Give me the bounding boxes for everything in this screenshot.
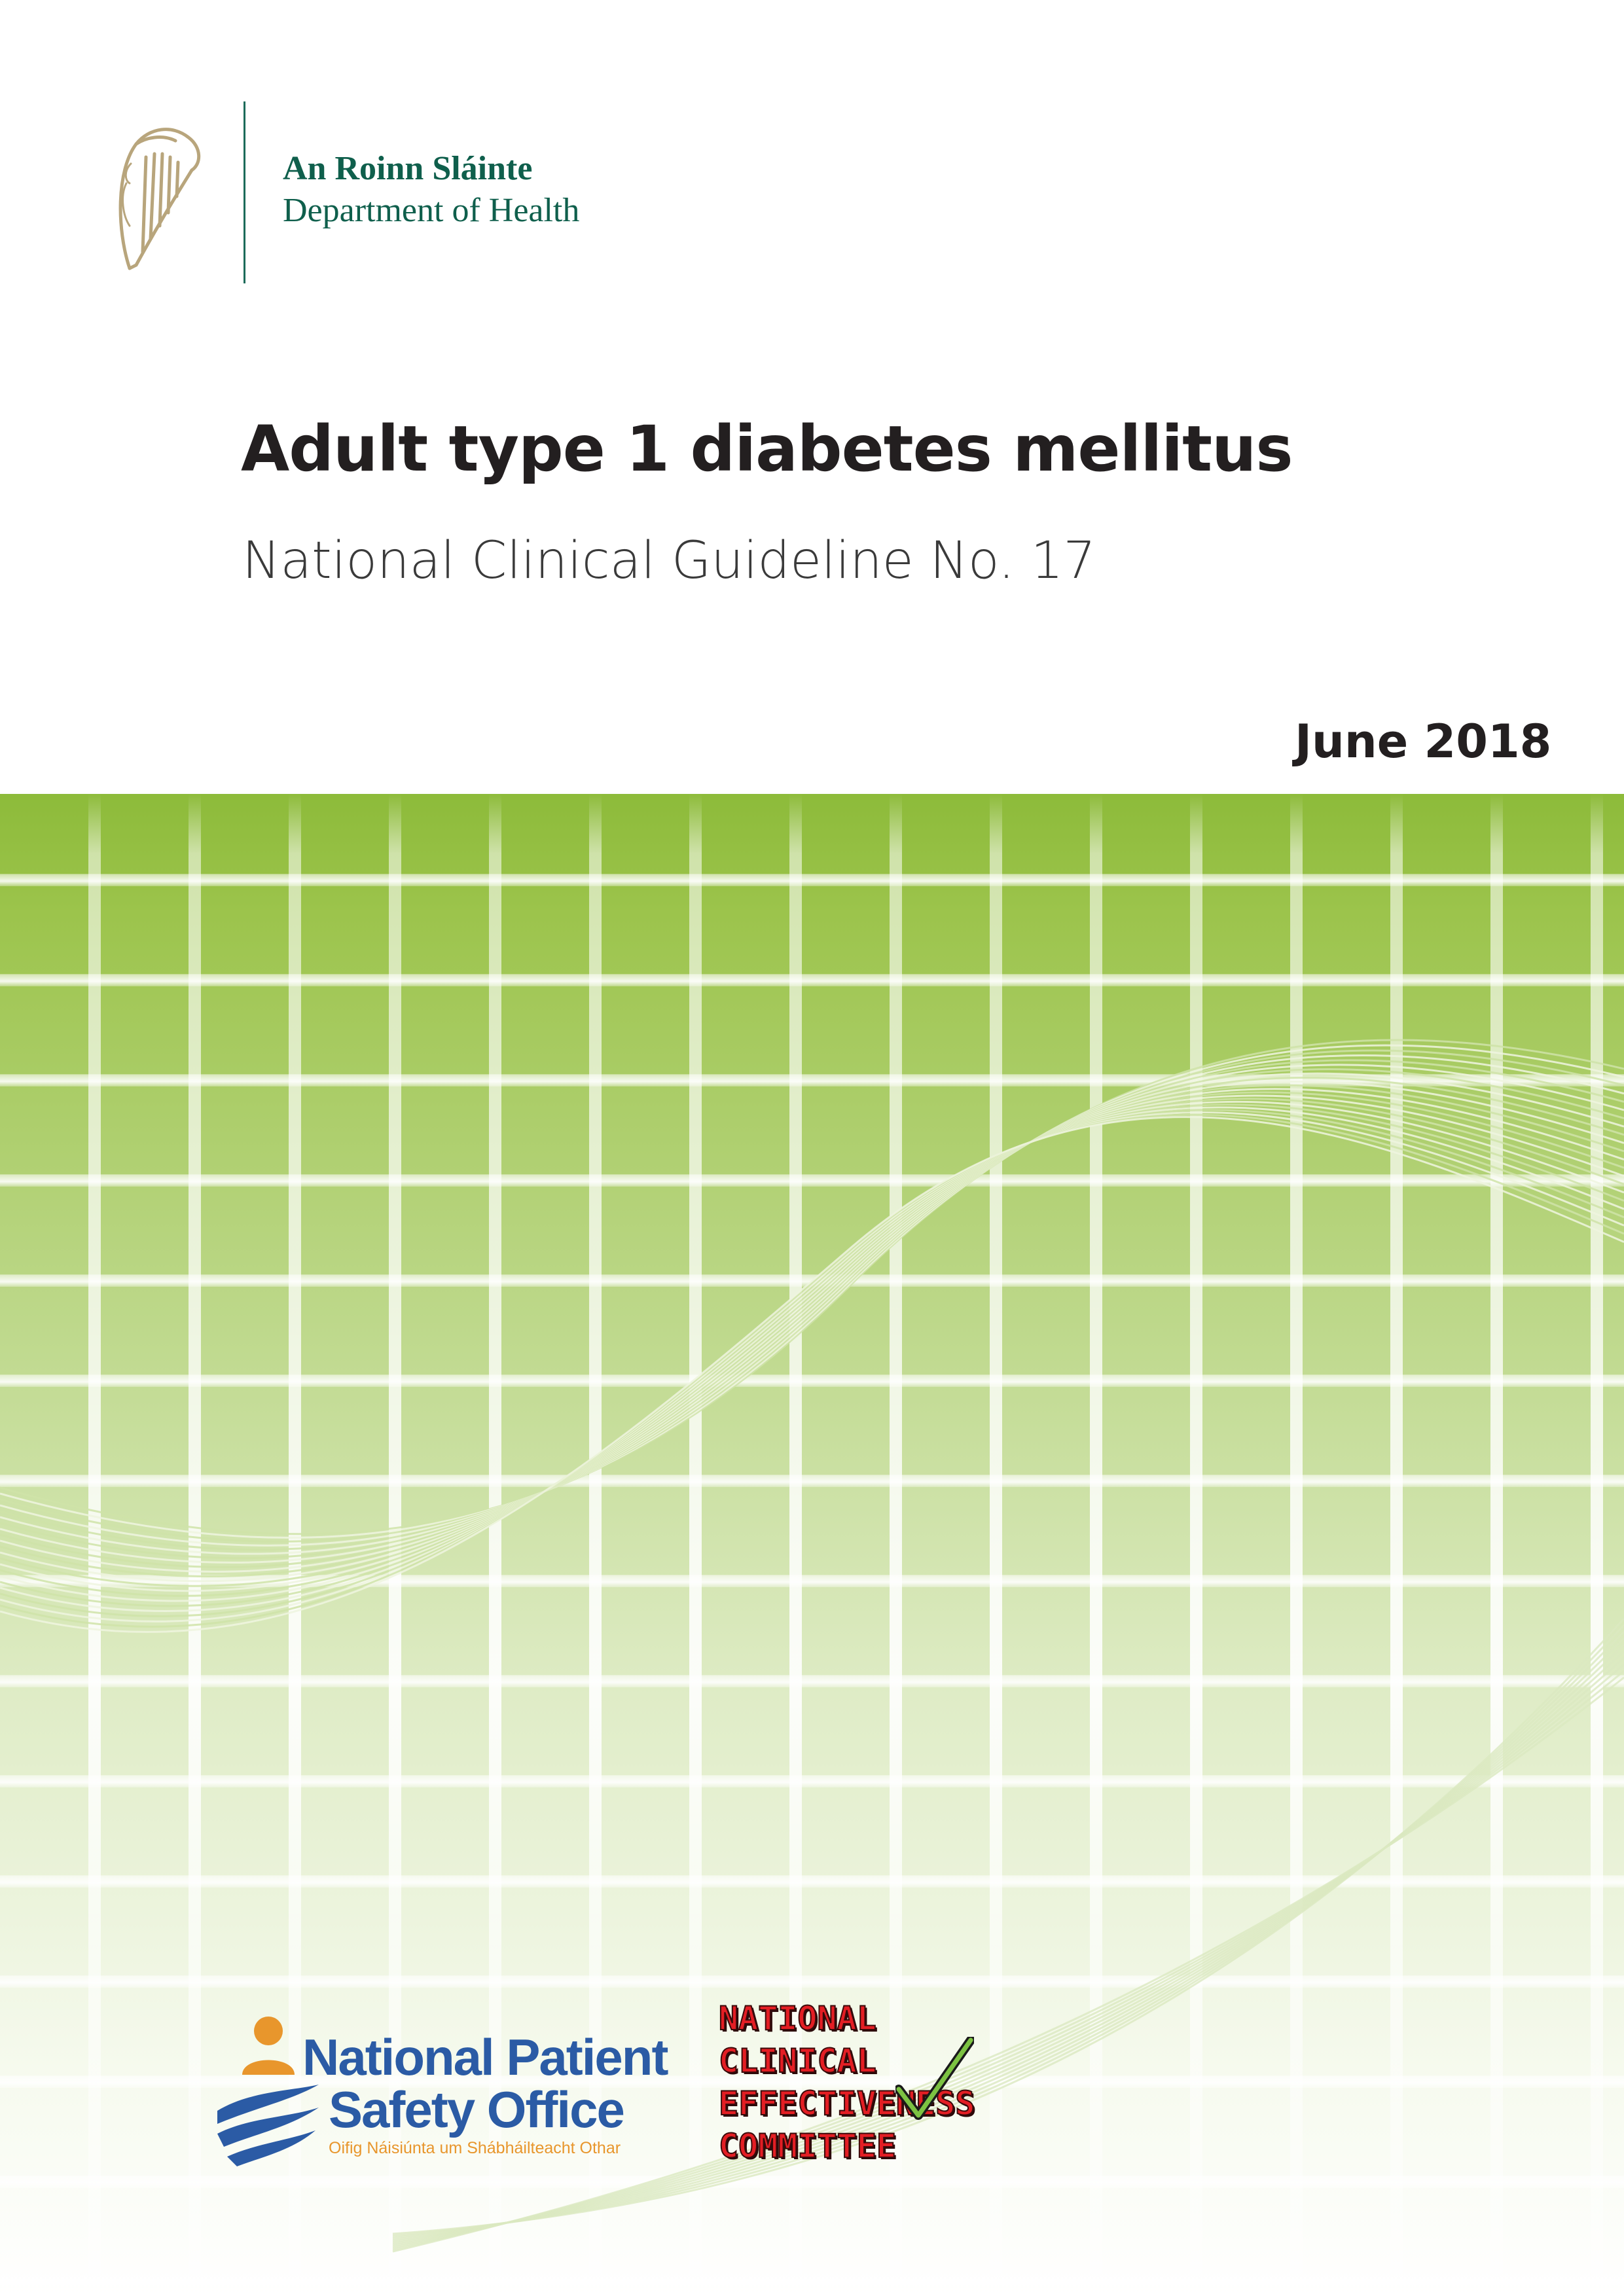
wave-line [0, 1091, 1624, 1587]
header-divider [244, 101, 245, 283]
irish-harp-icon [118, 128, 201, 270]
grid-row-line [0, 1975, 1624, 1988]
grid-row-line [0, 1875, 1624, 1888]
wave-line [0, 1044, 1624, 1539]
grid-column-line [689, 794, 702, 2296]
wave-line [0, 1049, 1624, 1543]
wave-line [0, 1064, 1624, 1555]
wave-line [0, 1106, 1624, 1613]
department-name-irish: An Roinn Sláinte [283, 150, 533, 187]
wave-line [392, 1637, 1624, 2241]
grid-row-line [0, 1374, 1624, 1387]
grid-row-line [0, 2276, 1624, 2288]
grid-row-line [0, 2075, 1624, 2088]
grid-column-line [890, 794, 902, 2296]
npso-person-icon [217, 2017, 319, 2166]
wave-line [0, 1098, 1624, 1597]
grid-row-line [0, 1174, 1624, 1187]
wave-line [392, 1617, 1624, 2235]
grid-column-line [789, 794, 802, 2296]
wave-line [0, 1103, 1624, 1607]
npso-name-line2: Safety Office [329, 2081, 625, 2138]
grid-column-line [589, 794, 602, 2296]
document-title: Adult type 1 diabetes mellitus [241, 412, 1293, 486]
grid-row-line [0, 1675, 1624, 1687]
wave-line [0, 1054, 1624, 1547]
wave-line [0, 1059, 1624, 1551]
grid-row-line [0, 2176, 1624, 2188]
department-name-english: Department of Health [283, 192, 580, 229]
document-subtitle: National Clinical Guideline No. 17 [242, 531, 1096, 590]
wave-line [0, 1088, 1624, 1583]
grid-column-line [1090, 794, 1102, 2296]
grid-column-line [489, 794, 501, 2296]
grid-column-line [1290, 794, 1303, 2296]
wave-line [0, 1113, 1624, 1628]
grid-column-line [1190, 794, 1202, 2296]
ncec-line2: CLINICAL [718, 2041, 877, 2081]
grid-row-line [0, 874, 1624, 886]
grid-column-line [1390, 794, 1403, 2296]
wave-line [392, 1676, 1624, 2253]
publication-date: June 2018 [1295, 715, 1552, 768]
wave-line [0, 1068, 1624, 1560]
decorative-grid-band [0, 794, 1624, 2296]
ncec-line1: NATIONAL [718, 1999, 877, 2038]
grid-row-line [0, 974, 1624, 986]
wave-line [392, 1670, 1624, 2251]
ncec-line4: COMMITTEE [718, 2126, 897, 2166]
wave-line [0, 1072, 1624, 1564]
wave-line [392, 1657, 1624, 2247]
wave-line [0, 1076, 1624, 1568]
grid-column-line [189, 794, 201, 2296]
wave-line [392, 1624, 1624, 2237]
wave-line [0, 1080, 1624, 1573]
npso-name-irish: Oifig Náisiúnta um Shábháilteacht Othar [329, 2139, 621, 2157]
npso-name-line1: National Patient [302, 2028, 668, 2086]
wave-line [392, 1650, 1624, 2245]
wave-line [0, 1039, 1624, 1535]
grid-column-line [1490, 794, 1503, 2296]
grid-column-line [1591, 794, 1603, 2296]
wave-line [392, 1663, 1624, 2249]
wave-line [392, 1630, 1624, 2239]
wave-line [0, 1084, 1624, 1577]
wave-line [0, 1100, 1624, 1602]
wave-line [0, 1109, 1624, 1617]
grid-row-line [0, 1575, 1624, 1587]
grid-column-line [990, 794, 1002, 2296]
wave-line [392, 1643, 1624, 2243]
wave-line [0, 1111, 1624, 1623]
ncec-check-icon [895, 2037, 974, 2120]
grid-row-line [0, 1775, 1624, 1787]
grid-column-line [389, 794, 401, 2296]
grid-row-line [0, 1475, 1624, 1487]
wave-line [0, 1116, 1624, 1633]
wave-line [0, 1094, 1624, 1592]
